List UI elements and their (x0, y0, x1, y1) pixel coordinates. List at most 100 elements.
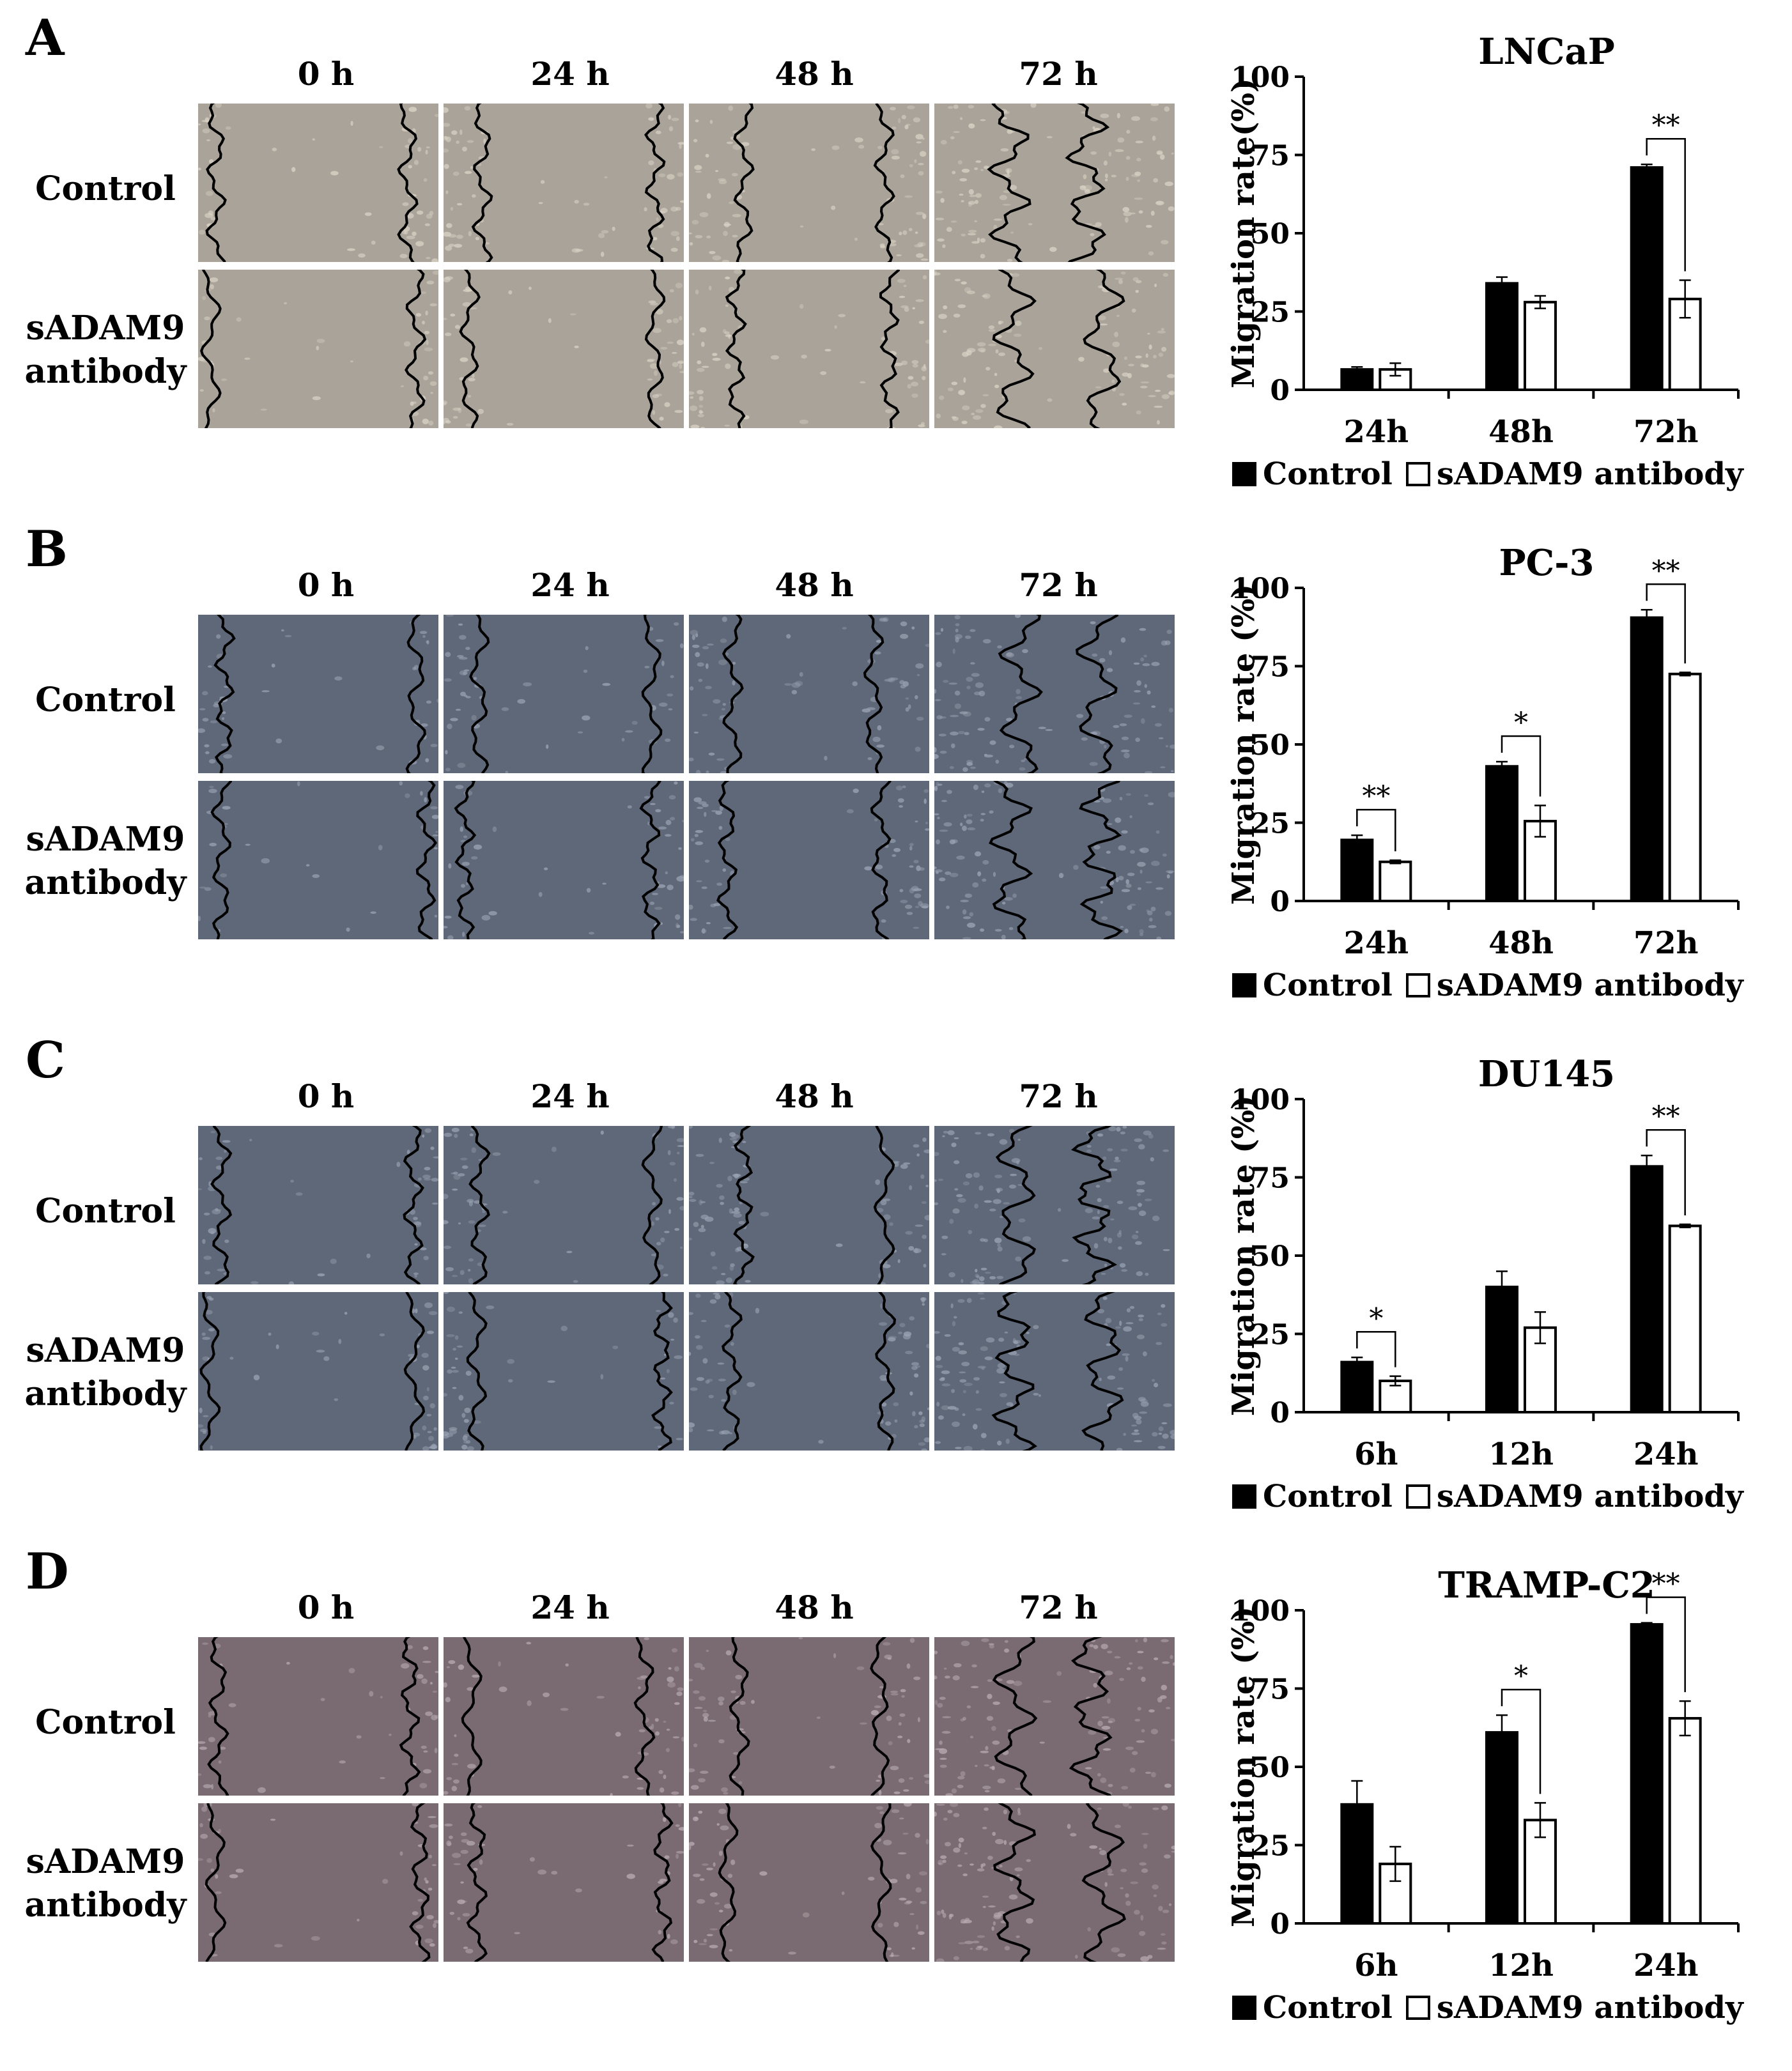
error-bar (1351, 834, 1363, 846)
row-label-antibody: sADAM9 antibody (19, 1329, 192, 1416)
significance-label: ** (1652, 109, 1680, 142)
legend-swatch-control (1232, 973, 1256, 997)
legend-label-control: Control (1263, 1479, 1393, 1514)
significance-bracket (1356, 1331, 1396, 1367)
time-label-0h: 0 h (297, 566, 355, 604)
panel-d: D 0 h 24 h 48 h 72 h Control sADAM9 antib… (0, 1534, 1792, 2045)
micrograph-tile (689, 1637, 929, 1796)
row-label-control-text: Control (35, 1703, 176, 1742)
micrograph-image (444, 781, 684, 939)
panel-letter: C (26, 1031, 66, 1089)
error-bar (1496, 760, 1508, 772)
y-tick-label: 100 (1231, 1084, 1290, 1116)
bar-control (1485, 765, 1518, 902)
error-bar (1351, 1357, 1363, 1368)
micrograph-image (444, 1126, 684, 1284)
error-bar (1389, 1375, 1402, 1387)
micrograph-image (198, 781, 438, 939)
y-axis-label: Migration rate (%) (1226, 1095, 1262, 1416)
micrograph-tile (689, 1126, 929, 1284)
bar-chart-pc3: PC-3 Migration rate (%) 0 25 50 75 100 24h 48h 72… (1201, 511, 1792, 1022)
micrograph-image (444, 270, 684, 428)
significance-label: ** (1652, 1568, 1680, 1601)
micrograph-tile (689, 104, 929, 262)
significance-bracket (1646, 583, 1686, 664)
x-tick-label: 12h (1488, 1436, 1554, 1472)
x-tick-label: 24h (1634, 1948, 1699, 1983)
error-bar (1534, 1311, 1546, 1344)
micrograph-image (689, 270, 929, 428)
chart-svg: DU145 Migration rate (%) 0 25 50 75 100 6h 12h 24… (1226, 1053, 1745, 1514)
micrograph-tile (689, 615, 929, 773)
micrograph-tile (198, 615, 438, 773)
micrograph-tile (444, 1292, 684, 1451)
error-bar (1351, 366, 1363, 373)
x-tick-label: 24h (1343, 925, 1409, 961)
bar-antibody (1668, 1224, 1702, 1413)
error-bar (1389, 362, 1402, 377)
bar-control (1630, 616, 1664, 903)
x-tick-label: 72h (1634, 925, 1699, 961)
error-bar (1496, 1270, 1508, 1304)
time-label-0h: 0 h (297, 55, 355, 93)
micrograph-tile (444, 1803, 684, 1962)
micrograph-image (198, 270, 438, 428)
micrograph-tile (689, 781, 929, 939)
significance-bracket (1646, 1596, 1686, 1693)
x-tick-label: 12h (1488, 1948, 1554, 1983)
chart-title: LNCaP (1478, 31, 1615, 73)
legend-label-antibody: sADAM9 antibody (1437, 1990, 1745, 2026)
micrograph-tile (444, 270, 684, 428)
error-bar (1679, 1223, 1691, 1229)
legend-label-control: Control (1263, 967, 1393, 1003)
micrograph-image (689, 1803, 929, 1962)
micrograph-tile (934, 104, 1175, 262)
row-label-antibody: sADAM9 antibody (19, 1840, 192, 1927)
error-bar (1641, 1622, 1653, 1627)
y-tick-label: 100 (1231, 573, 1290, 605)
time-label-24h: 24 h (530, 1077, 610, 1115)
bar-antibody (1668, 1717, 1702, 1925)
time-label-0h: 0 h (297, 1589, 355, 1626)
x-tick-label: 48h (1488, 925, 1554, 961)
bar-control (1340, 838, 1374, 903)
chart-title: TRAMP-C2 (1438, 1564, 1655, 1606)
row-label-control-text: Control (35, 681, 176, 720)
micrograph-image (934, 1292, 1175, 1451)
y-tick-label: 50 (1251, 218, 1290, 250)
micrograph-image (689, 615, 929, 773)
significance-label: ** (1652, 1100, 1680, 1133)
bar-antibody (1524, 300, 1557, 391)
time-label-72h: 72 h (1019, 55, 1098, 93)
micrograph-image (198, 615, 438, 773)
row-label-control: Control (19, 167, 192, 211)
micrograph-tile (689, 1292, 929, 1451)
bar-control (1485, 1286, 1518, 1413)
row-label-antibody-line2: antibody (24, 1886, 187, 1925)
time-label-0h: 0 h (297, 1077, 355, 1115)
row-label-antibody-line2: antibody (24, 863, 187, 902)
bar-control (1485, 1731, 1518, 1925)
row-label-control-text: Control (35, 169, 176, 208)
chart-svg: TRAMP-C2 Migration rate (%) 0 25 50 75 100 6h 12… (1226, 1564, 1745, 2026)
micrograph-tile (934, 1803, 1175, 1962)
significance-label: * (1514, 707, 1528, 739)
error-bar (1496, 276, 1508, 291)
legend-swatch-antibody (1406, 1484, 1430, 1509)
micrograph-tile (198, 270, 438, 428)
bar-control (1485, 282, 1518, 391)
y-axis-label: Migration rate (%) (1226, 1606, 1262, 1927)
micrograph-image (689, 1126, 929, 1284)
micrograph-image (689, 104, 929, 262)
row-label-antibody: sADAM9 antibody (19, 307, 192, 394)
y-tick-label: 25 (1251, 1319, 1290, 1351)
micrograph-image (689, 781, 929, 939)
bar-control (1340, 1360, 1374, 1413)
legend-swatch-antibody (1406, 462, 1430, 486)
micrograph-image (444, 615, 684, 773)
y-tick-label: 75 (1251, 1674, 1290, 1706)
error-bar (1496, 1714, 1508, 1751)
chart-title: PC-3 (1499, 542, 1595, 584)
y-tick-label: 50 (1251, 1751, 1290, 1784)
time-label-48h: 48 h (775, 1589, 854, 1626)
